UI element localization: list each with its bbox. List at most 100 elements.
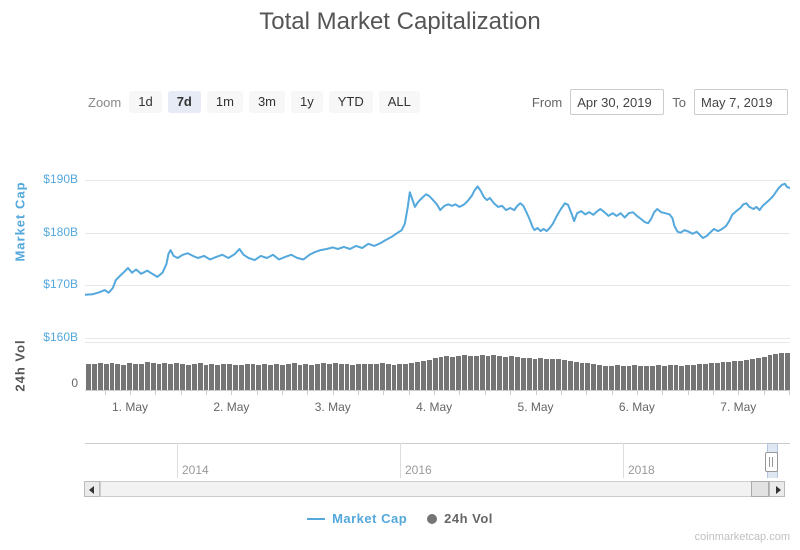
navigator-gridline-2016 [400, 443, 401, 478]
volume-bar [250, 364, 256, 390]
x-axis-label: 5. May [517, 400, 554, 414]
volume-bar [773, 353, 779, 390]
volume-bar [485, 356, 491, 390]
volume-bar [256, 364, 262, 390]
volume-bar [597, 365, 602, 390]
x-axis-tick [484, 391, 486, 395]
x-axis-line [85, 390, 790, 391]
volume-bar [144, 362, 150, 390]
x-axis-tick [763, 391, 765, 395]
volume-bar [644, 366, 649, 390]
volume-bar [185, 364, 191, 390]
x-axis-tick [510, 391, 512, 395]
volume-bar [467, 356, 473, 390]
x-axis-tick [358, 391, 360, 395]
zoom-button-7d[interactable]: 7d [167, 91, 201, 113]
volume-bar [121, 364, 127, 390]
to-date-input[interactable] [694, 89, 788, 115]
volume-bar [432, 358, 438, 390]
volume-bar [503, 356, 508, 390]
zoom-button-1m[interactable]: 1m [206, 91, 243, 113]
chart-title: Total Market Capitalization [259, 8, 541, 35]
volume-bar [133, 363, 138, 390]
volume-bar [403, 364, 409, 390]
volume-bar [409, 363, 414, 390]
volume-bar [115, 363, 121, 390]
volume-bar [162, 362, 168, 390]
to-label: To [672, 94, 686, 110]
navigator-year-2014: 2014 [182, 463, 209, 477]
x-axis-label: 4. May [416, 400, 453, 414]
volume-bar [667, 364, 673, 390]
volume-bar [379, 363, 385, 390]
x-axis-tick [104, 391, 106, 395]
zoom-button-1d[interactable]: 1d [129, 91, 162, 113]
volume-bar [268, 365, 273, 390]
volume-panel-border [85, 342, 790, 343]
x-axis-label: 3. May [314, 400, 351, 414]
x-axis-tick [738, 391, 740, 395]
volume-bar [274, 363, 279, 390]
navigator-gridline-2018 [623, 443, 624, 478]
volume-bar [603, 365, 608, 390]
zoom-button-all[interactable]: ALL [378, 91, 420, 113]
volume-bar [326, 363, 332, 390]
volume-bar [86, 364, 91, 390]
volume-bar [761, 357, 767, 390]
legend-item-24h-vol[interactable]: 24h Vol [427, 511, 493, 526]
volume-bar [520, 358, 526, 390]
volume-bar [373, 364, 379, 390]
volume-bar [556, 359, 561, 390]
zoom-button-1y[interactable]: 1y [291, 91, 323, 113]
from-date-input[interactable] [570, 89, 665, 115]
volume-bar [91, 363, 97, 390]
volume-bar [567, 361, 573, 390]
volume-bar [191, 363, 197, 390]
x-axis-tick [712, 391, 714, 395]
volume-bar [673, 365, 679, 390]
x-axis-tick [231, 391, 233, 395]
scrollbar-right-arrow[interactable] [769, 481, 785, 497]
legend-item-market-cap[interactable]: Market Cap [307, 511, 407, 526]
volume-bar [209, 364, 215, 390]
volume-bar [708, 362, 714, 390]
volume-bar [544, 359, 550, 390]
x-axis-label: 1. May [111, 400, 148, 414]
scrollbar-left-arrow[interactable] [84, 481, 100, 497]
gridline-160b [85, 338, 790, 339]
volume-bar [720, 362, 726, 390]
volume-bar [303, 364, 309, 390]
volume-bar [279, 364, 285, 390]
volume-bar [127, 363, 132, 390]
volume-bar [426, 359, 432, 390]
zoom-button-3m[interactable]: 3m [248, 91, 285, 113]
x-axis-tick [535, 391, 537, 395]
volume-bar [732, 361, 738, 390]
volume-bar [238, 364, 244, 390]
volume-bar [362, 363, 367, 390]
volume-bar [538, 358, 544, 390]
volume-bar [262, 364, 268, 390]
x-axis-tick [636, 391, 638, 395]
navigator-handle[interactable] [765, 452, 778, 472]
from-label: From [531, 94, 563, 110]
volume-bar [321, 362, 326, 390]
volume-bar [285, 364, 291, 390]
volume-bar [749, 359, 755, 390]
volume-bar [385, 363, 391, 390]
x-axis-label: 7. May [720, 400, 757, 414]
zoom-button-ytd[interactable]: YTD [328, 91, 373, 113]
legend: Market Cap 24h Vol [0, 511, 800, 526]
volume-bar [679, 365, 685, 390]
scrollbar-track[interactable] [100, 481, 769, 497]
volume-bar [109, 362, 115, 390]
volume-bar [655, 365, 661, 390]
x-axis-tick [459, 391, 461, 395]
volume-bar [397, 363, 403, 390]
ytick-volume-zero: 0 [71, 376, 78, 390]
scrollbar-thumb[interactable] [751, 481, 769, 497]
volume-bar [632, 365, 638, 390]
volume-bar [738, 360, 743, 390]
navigator-year-2018: 2018 [628, 463, 655, 477]
volume-bar [456, 355, 461, 390]
